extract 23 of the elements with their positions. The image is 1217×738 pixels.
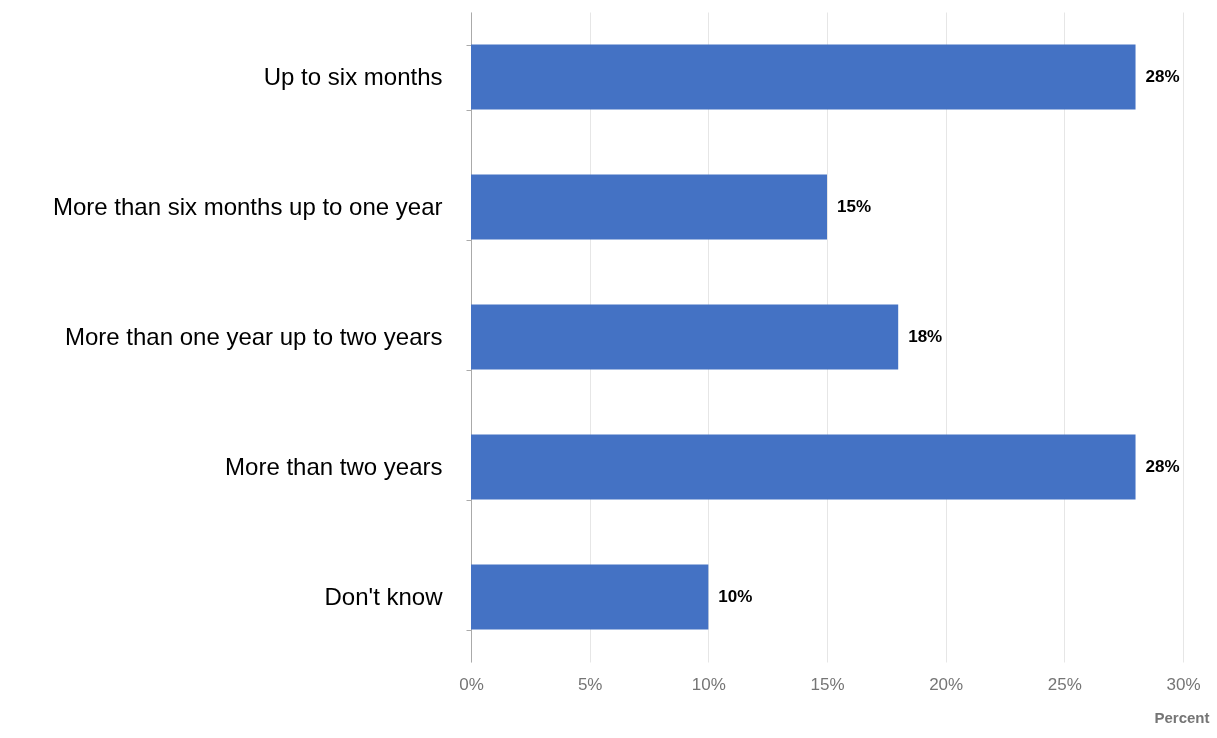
- x-tick-label: 15%: [810, 674, 845, 694]
- data-label: 18%: [908, 327, 943, 346]
- y-tick-label: Up to six months: [263, 62, 443, 90]
- x-tick-label: 5%: [577, 674, 603, 694]
- x-axis-title: Percent: [1154, 708, 1210, 726]
- x-tick-label: 0%: [459, 674, 484, 694]
- x-tick-label: 25%: [1047, 674, 1082, 694]
- bar: [471, 304, 899, 370]
- bar: [471, 434, 1136, 500]
- x-tick-label: 20%: [929, 674, 964, 694]
- y-tick-label: Don't know: [324, 582, 444, 610]
- bar: [471, 44, 1136, 110]
- x-tick-label: 30%: [1166, 674, 1201, 694]
- y-tick-label: More than two years: [225, 452, 443, 480]
- data-label: 28%: [1145, 67, 1180, 86]
- y-tick-label: More than one year up to two years: [64, 322, 443, 350]
- x-tick-label: 10%: [691, 674, 726, 694]
- data-label: 15%: [837, 197, 872, 216]
- data-label: 10%: [718, 587, 753, 606]
- y-tick-label: More than six months up to one year: [52, 192, 443, 220]
- bar: [471, 174, 827, 240]
- data-label: 28%: [1145, 457, 1180, 476]
- bar: [471, 564, 709, 630]
